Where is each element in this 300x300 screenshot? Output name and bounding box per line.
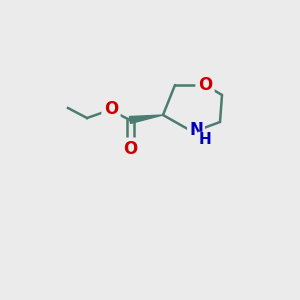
Text: O: O bbox=[123, 140, 137, 158]
Text: O: O bbox=[198, 76, 212, 94]
Polygon shape bbox=[130, 115, 163, 124]
Text: H: H bbox=[199, 133, 212, 148]
Text: O: O bbox=[104, 100, 118, 118]
Text: N: N bbox=[189, 121, 203, 139]
